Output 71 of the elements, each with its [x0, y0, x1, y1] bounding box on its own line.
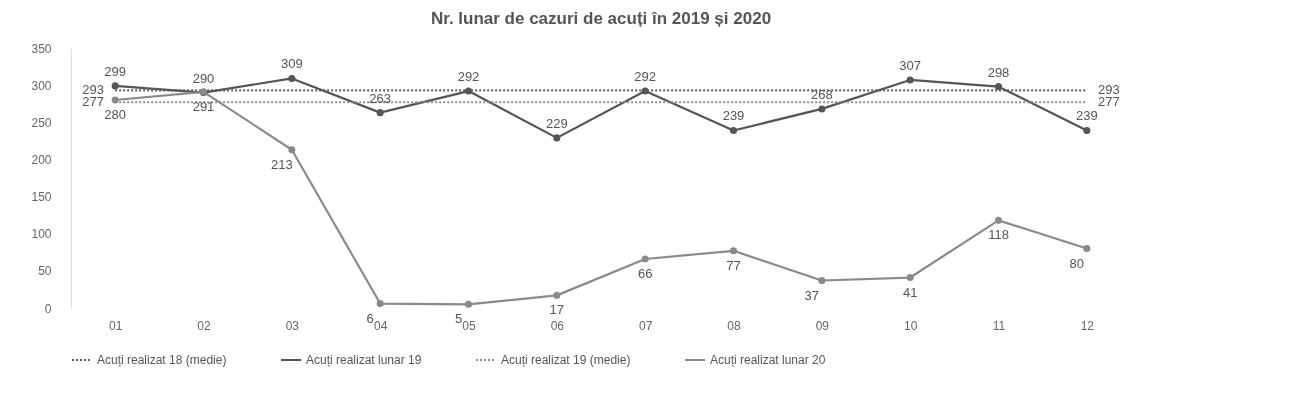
point: [288, 146, 296, 154]
x-tick-label: 09: [815, 318, 830, 333]
y-tick-label: 300: [31, 78, 52, 93]
point: [641, 255, 649, 263]
data-label: 290: [192, 70, 215, 86]
y-tick-label: 100: [31, 227, 52, 242]
point: [729, 126, 738, 134]
data-label: 213: [270, 156, 293, 172]
x-tick-label: 04: [373, 318, 388, 333]
legend-label: Acuți realizat lunar 19: [306, 353, 422, 367]
point: [818, 105, 826, 113]
data-label: 268: [810, 86, 833, 102]
data-label: 239: [1075, 108, 1098, 124]
data-label: 80: [1069, 255, 1085, 271]
x-tick-label: 06: [550, 318, 565, 333]
data-label: 280: [104, 107, 127, 122]
data-label: 41: [902, 284, 918, 300]
point: [906, 76, 914, 84]
data-label: 299: [104, 63, 127, 79]
point: [288, 74, 296, 82]
y-tick-label: 150: [31, 190, 52, 205]
point: [376, 300, 384, 308]
data-label: 66: [637, 265, 653, 281]
data-label: 307: [899, 57, 922, 73]
data-label: 5: [454, 311, 463, 327]
y-tick-label: 350: [31, 41, 52, 56]
point: [111, 96, 119, 104]
data-label: 239: [722, 108, 745, 124]
point: [994, 83, 1003, 91]
legend-label: Acuți realizat 19 (medie): [501, 353, 631, 367]
point: [376, 109, 384, 117]
x-tick-label: 07: [638, 318, 653, 333]
y-tick-label: 250: [31, 115, 52, 130]
point: [464, 87, 473, 95]
data-label: 17: [549, 302, 565, 318]
data-label: 118: [988, 227, 1009, 243]
data-label: 298: [987, 64, 1010, 80]
point: [464, 300, 473, 308]
x-tick-label: 03: [285, 318, 300, 333]
chart-title: Nr. lunar de cazuri de acuți în 2019 și 2020: [430, 9, 772, 28]
x-tick-label: 01: [108, 318, 123, 333]
point: [1083, 245, 1091, 253]
x-tick-label: 11: [992, 318, 1006, 333]
data-label: 229: [545, 115, 568, 131]
point: [641, 87, 649, 95]
point: [906, 274, 914, 282]
point: [818, 276, 826, 285]
data-label: 6: [366, 310, 374, 326]
data-label: 77: [726, 257, 741, 273]
data-label: 37: [804, 287, 820, 303]
y-tick-label: 200: [31, 152, 52, 167]
x-tick-label: 12: [1080, 318, 1095, 333]
y-tick-label: 50: [38, 264, 52, 279]
legend-label: Acuți realizat 18 (medie): [97, 353, 227, 367]
point: [553, 291, 561, 299]
x-tick-label: 08: [727, 318, 741, 333]
point: [1083, 126, 1091, 134]
point: [553, 134, 561, 142]
data-label: 292: [634, 69, 657, 85]
x-tick-label: 05: [462, 318, 476, 333]
y-tick-label: 0: [44, 301, 52, 316]
point: [994, 216, 1003, 224]
x-tick-label: 10: [903, 318, 918, 333]
x-tick-label: 02: [197, 318, 211, 333]
data-label: 291: [192, 98, 215, 114]
data-label: 263: [369, 90, 392, 106]
point: [111, 82, 119, 90]
legend-label: Acuți realizat lunar 20: [710, 353, 826, 367]
data-label: 292: [457, 69, 480, 85]
point: [729, 247, 738, 255]
data-label: 309: [280, 56, 303, 72]
